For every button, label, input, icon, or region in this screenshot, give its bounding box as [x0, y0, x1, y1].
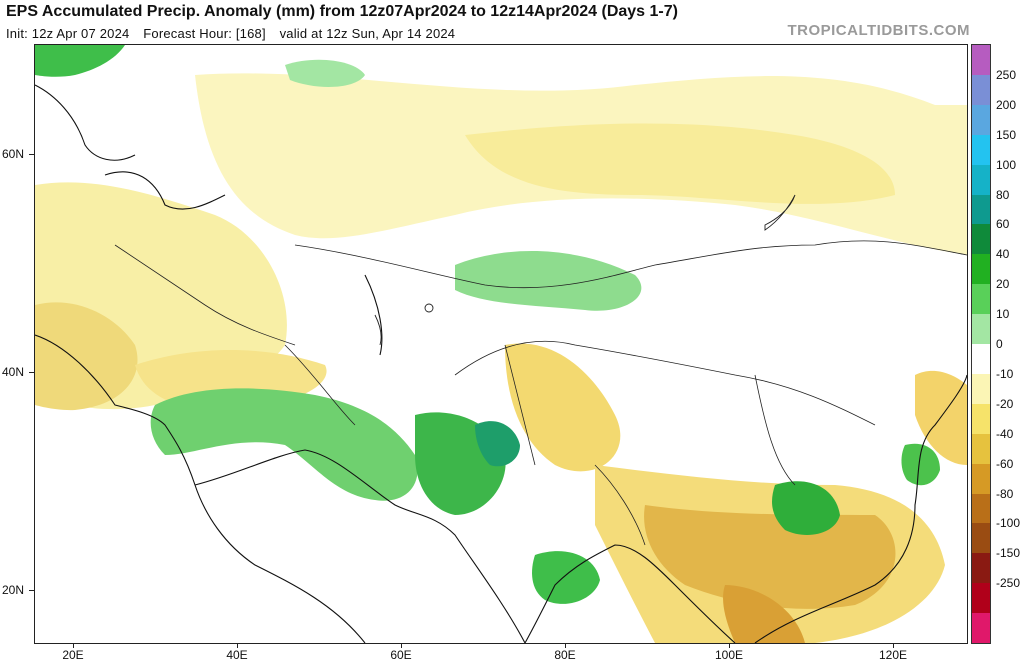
color-legend	[971, 44, 991, 644]
legend-label: 0	[996, 337, 1003, 351]
precip-anomaly-map	[34, 44, 968, 644]
wet-area-east-china	[901, 443, 940, 486]
valid-time: valid at 12z Sun, Apr 14 2024	[279, 26, 456, 41]
lon-tick-60e	[401, 644, 402, 648]
legend-swatch	[972, 344, 990, 375]
legend-swatch	[972, 224, 990, 255]
legend-label: -80	[996, 486, 1014, 501]
legend-swatch	[972, 463, 990, 494]
lat-label-20n: 20N	[2, 583, 25, 597]
wet-area-tianshan	[455, 251, 642, 311]
lat-label-40n: 40N	[2, 365, 25, 379]
dry-area-siberia	[465, 123, 895, 204]
coastlines	[35, 84, 967, 643]
lon-tick-40e	[237, 644, 238, 648]
legend-label: -250	[996, 576, 1021, 591]
lakes	[374, 194, 796, 346]
dry-area-balkans	[35, 302, 138, 411]
legend-swatch	[972, 74, 990, 106]
init-time: Init: 12z Apr 07 2024	[6, 26, 130, 41]
lon-tick-20e	[73, 644, 74, 648]
forecast-hour: Forecast Hour: [168]	[143, 26, 266, 41]
lon-label-80e: 80E	[554, 648, 576, 662]
lat-tick-60n	[29, 154, 34, 155]
legend-swatch	[972, 45, 990, 76]
legend-swatch	[972, 523, 990, 554]
legend-swatch	[972, 373, 990, 405]
legend-swatch	[972, 194, 990, 225]
legend-label: -10	[996, 366, 1014, 381]
legend-label: 40	[996, 247, 1010, 262]
lon-label-120e: 120E	[878, 648, 908, 662]
dry-area-indochina	[723, 585, 805, 643]
legend-label: -40	[996, 426, 1014, 441]
lat-label-60n: 60N	[2, 147, 25, 161]
lat-tick-20n	[29, 590, 34, 591]
map-canvas	[35, 45, 967, 643]
legend-swatch	[972, 254, 990, 285]
legend-swatch	[972, 314, 990, 345]
wet-area-fennoscandia	[35, 45, 125, 77]
dry-area-japan-korea	[915, 370, 967, 465]
legend-label: 80	[996, 187, 1010, 202]
legend-swatch	[972, 433, 990, 465]
legend-swatch	[972, 553, 990, 584]
dry-area-himalaya	[505, 343, 621, 472]
legend-label: 60	[996, 217, 1010, 232]
lat-tick-40n	[29, 372, 34, 373]
legend-label: 100	[996, 157, 1017, 172]
map-title: EPS Accumulated Precip. Anomaly (mm) fro…	[6, 3, 678, 20]
lon-tick-120e	[893, 644, 894, 648]
legend-label: 150	[996, 127, 1017, 142]
wet-area-russia-patch	[285, 59, 365, 87]
legend-label: -60	[996, 456, 1014, 471]
legend-swatch	[972, 613, 990, 644]
map-subtitle: Init: 12z Apr 07 2024 Forecast Hour: [16…	[6, 26, 465, 41]
country-borders	[114, 240, 967, 546]
legend-swatch	[972, 134, 990, 166]
legend-label: 250	[996, 67, 1017, 82]
dry-area-south-china	[644, 505, 896, 609]
lon-label-20e: 20E	[62, 648, 84, 662]
brand-watermark: TROPICALTIDBITS.COM	[787, 22, 970, 39]
legend-label: -20	[996, 396, 1014, 411]
lon-label-40e: 40E	[226, 648, 248, 662]
wet-area-kashmir	[475, 421, 520, 467]
legend-swatch	[972, 493, 990, 524]
legend-label: 10	[996, 307, 1010, 322]
legend-swatch	[972, 104, 990, 136]
legend-label: -100	[996, 516, 1021, 531]
legend-swatch	[972, 164, 990, 195]
lon-label-100e: 100E	[714, 648, 744, 662]
legend-label: -150	[996, 546, 1021, 561]
legend-label: 20	[996, 277, 1010, 292]
legend-label: 200	[996, 97, 1017, 112]
legend-swatch	[972, 403, 990, 435]
lon-label-60e: 60E	[390, 648, 412, 662]
wet-area-china-interior	[772, 481, 840, 535]
legend-swatch	[972, 583, 990, 614]
legend-swatch	[972, 284, 990, 315]
lon-tick-100e	[729, 644, 730, 648]
wet-area-india	[532, 551, 600, 604]
lon-tick-80e	[565, 644, 566, 648]
